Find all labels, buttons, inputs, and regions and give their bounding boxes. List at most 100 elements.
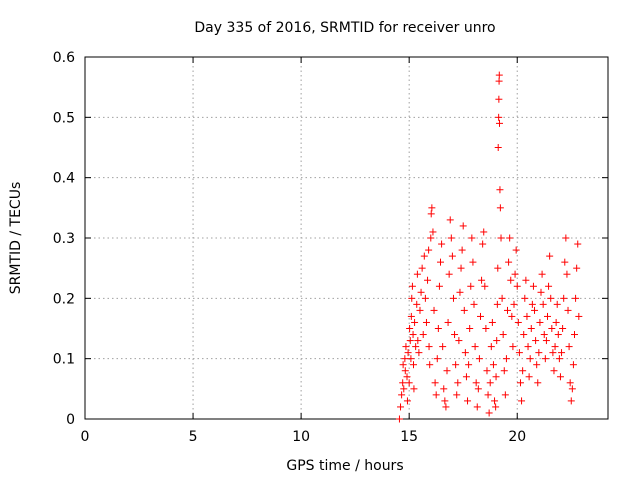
data-point <box>499 331 507 339</box>
data-point <box>466 325 474 332</box>
data-point <box>455 337 463 345</box>
data-point <box>565 343 573 351</box>
data-point <box>533 361 541 369</box>
data-point <box>567 397 575 405</box>
data-point <box>516 379 524 387</box>
data-point <box>497 234 505 242</box>
data-point <box>506 234 514 242</box>
data-point <box>519 367 527 375</box>
data-point <box>566 379 574 387</box>
data-point <box>532 337 540 345</box>
data-point <box>408 294 416 302</box>
data-point <box>425 246 433 254</box>
data-point <box>496 186 504 194</box>
data-point <box>542 337 550 345</box>
y-axis-label: SRMTID / TECUs <box>8 182 24 295</box>
y-tick-label: 0.3 <box>53 231 75 247</box>
data-point <box>534 379 542 387</box>
data-point <box>421 294 429 302</box>
data-point <box>474 385 482 393</box>
data-point <box>549 349 557 357</box>
data-point <box>442 403 450 411</box>
data-point <box>528 300 536 308</box>
data-point <box>446 216 454 224</box>
data-point <box>415 349 423 357</box>
data-point <box>494 144 502 151</box>
x-axis-label: GPS time / hours <box>286 458 403 474</box>
data-point <box>495 71 503 79</box>
data-point <box>430 306 438 314</box>
data-point <box>512 246 520 254</box>
data-point <box>401 355 409 363</box>
data-point <box>399 361 407 369</box>
data-point <box>488 318 496 326</box>
data-point <box>462 373 470 381</box>
data-point <box>441 397 449 405</box>
data-point <box>507 276 515 284</box>
data-point <box>563 270 571 278</box>
data-point <box>460 306 468 314</box>
data-point <box>523 312 531 320</box>
data-point <box>476 312 484 320</box>
data-point <box>504 306 512 314</box>
y-tick-label: 0.2 <box>53 291 75 307</box>
data-point <box>518 397 526 405</box>
data-point <box>500 367 508 375</box>
data-point <box>481 282 489 290</box>
data-point <box>558 349 566 357</box>
data-point <box>573 264 581 272</box>
data-point <box>489 361 497 369</box>
data-point <box>471 343 479 351</box>
grid-layer <box>85 57 608 419</box>
data-point <box>491 397 499 405</box>
data-point <box>447 234 455 242</box>
data-point <box>535 349 543 357</box>
data-point <box>411 318 419 326</box>
data-point <box>572 294 580 302</box>
data-point <box>554 331 562 339</box>
data-point <box>487 343 495 351</box>
data-point <box>559 325 567 332</box>
data-point <box>546 252 554 260</box>
data-point <box>419 331 427 339</box>
data-point <box>562 234 570 242</box>
data-point <box>405 379 413 387</box>
data-point <box>515 349 523 357</box>
data-point <box>445 270 453 278</box>
data-point <box>432 391 440 399</box>
data-point <box>526 355 534 363</box>
data-point <box>569 361 577 369</box>
data-point <box>399 379 407 387</box>
data-point <box>413 300 421 308</box>
data-point <box>417 288 425 296</box>
data-point <box>514 318 522 326</box>
data-point <box>438 240 446 248</box>
data-point <box>425 343 433 351</box>
data-point <box>541 355 549 363</box>
data-point <box>564 306 572 314</box>
data-point <box>472 379 480 387</box>
data-point <box>449 294 457 302</box>
data-point <box>493 337 501 345</box>
data-point <box>416 306 424 314</box>
data-point <box>428 204 436 212</box>
data-point <box>553 300 561 308</box>
data-point <box>492 403 500 411</box>
data-point <box>403 373 411 381</box>
data-point <box>501 391 509 399</box>
x-tick-label: 15 <box>400 429 418 445</box>
data-point <box>478 276 486 284</box>
data-point <box>556 373 564 381</box>
data-point <box>494 264 502 272</box>
data-point <box>531 306 539 314</box>
data-point <box>485 409 493 417</box>
data-point <box>453 391 461 399</box>
data-point <box>545 282 553 290</box>
data-point <box>571 331 579 339</box>
data-point <box>412 343 420 351</box>
data-point <box>464 397 472 405</box>
data-point <box>473 403 481 411</box>
data-point <box>437 258 445 266</box>
data-point <box>502 355 510 363</box>
y-tick-label: 0 <box>66 412 75 428</box>
